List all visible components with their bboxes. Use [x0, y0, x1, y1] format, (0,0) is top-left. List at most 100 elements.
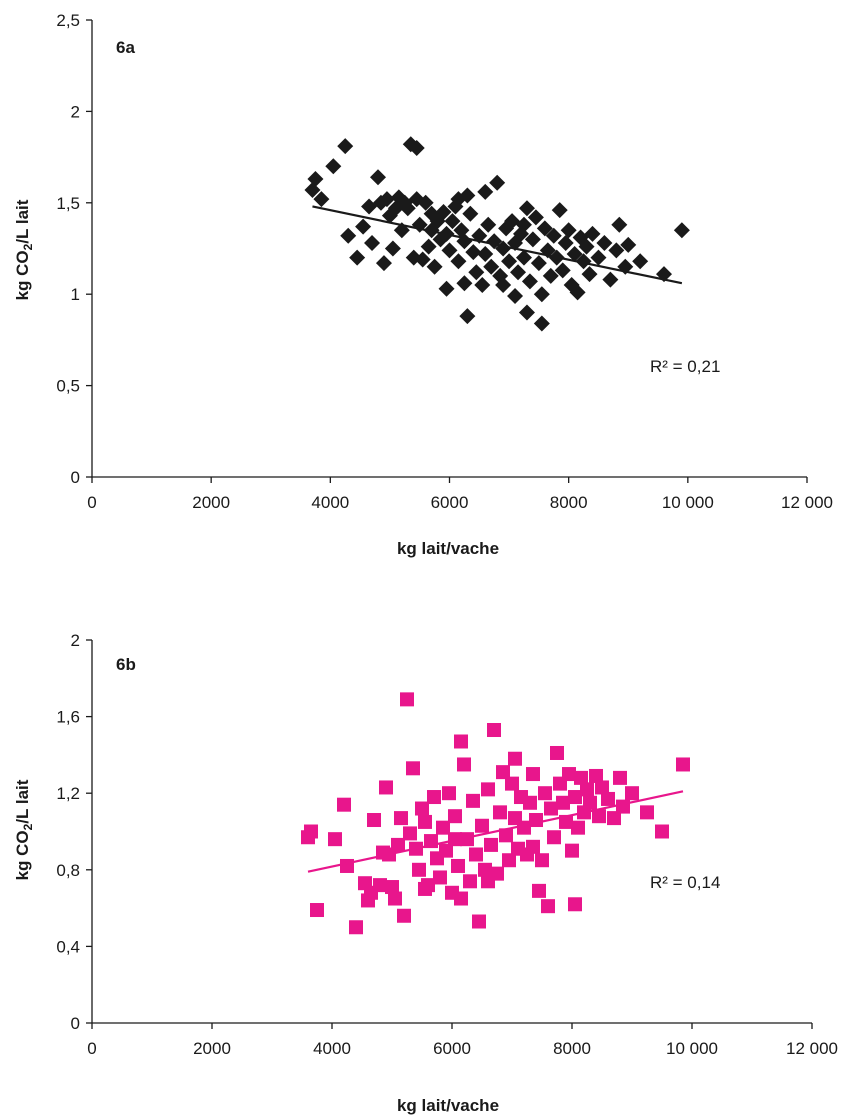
data-point-6a — [465, 244, 482, 261]
chart-panel-6a: 6a R² = 0,21 kg lait/vache kg CO2/L lait… — [13, 11, 833, 558]
data-point-6a — [349, 249, 366, 266]
data-point-6a — [435, 203, 452, 220]
data-point-6b — [541, 899, 555, 914]
x-axis-label-6b: kg lait/vache — [397, 1096, 499, 1115]
data-point-6a — [518, 200, 535, 217]
data-point-6a — [468, 264, 485, 281]
r-squared-annotation-6a: R² = 0,21 — [650, 357, 720, 376]
x-tick-label-6b: 0 — [87, 1039, 96, 1058]
data-point-6a — [498, 220, 515, 237]
data-point-6a — [533, 315, 550, 332]
data-point-6a — [554, 262, 571, 279]
data-point-6a — [578, 238, 595, 255]
data-point-6a — [495, 277, 512, 294]
y-tick-label-6a: 1,5 — [56, 194, 80, 213]
data-point-6b — [460, 832, 474, 847]
data-point-6a — [370, 169, 386, 186]
y-tick-label-6b: 1,2 — [56, 784, 80, 803]
data-point-6a — [620, 236, 637, 253]
x-tick-label-6b: 2000 — [193, 1039, 231, 1058]
data-point-6b — [349, 920, 363, 935]
data-point-6a — [438, 280, 455, 297]
data-point-6b — [499, 828, 513, 843]
data-point-6b — [439, 843, 453, 858]
data-point-6b — [535, 853, 549, 868]
data-point-6a — [584, 225, 601, 242]
data-point-6a — [426, 258, 443, 275]
r-squared-annotation-6b: R² = 0,14 — [650, 873, 720, 892]
data-point-6a — [364, 235, 381, 252]
data-point-6a — [480, 216, 497, 233]
data-point-6a — [575, 253, 592, 270]
data-point-6a — [375, 255, 392, 272]
data-point-6b — [565, 843, 579, 858]
y-tick-label-6b: 0 — [71, 1014, 80, 1033]
data-point-6a — [581, 266, 598, 283]
data-point-6a — [477, 245, 494, 262]
data-point-6a — [590, 249, 607, 266]
data-point-6b — [613, 770, 627, 785]
data-point-6b — [508, 751, 522, 766]
data-point-6b — [601, 791, 615, 806]
data-point-6b — [328, 832, 342, 847]
data-point-6a — [602, 271, 619, 288]
data-point-6a — [444, 213, 461, 230]
data-point-6b — [427, 790, 441, 805]
panel-label-6a: 6a — [116, 38, 135, 57]
data-point-6a — [501, 253, 518, 270]
y-axis-label-main-6b: kg CO — [13, 830, 32, 880]
data-point-6b — [655, 824, 669, 839]
data-point-6b — [526, 767, 540, 782]
y-tick-label-6b: 2 — [71, 631, 80, 650]
x-tick-label-6b: 10 000 — [666, 1039, 718, 1058]
data-point-6a — [504, 213, 521, 230]
data-point-6a — [533, 286, 550, 303]
panel-label-6b: 6b — [116, 655, 136, 674]
data-point-6a — [456, 275, 473, 292]
data-point-6b — [544, 801, 558, 816]
data-point-6a — [518, 304, 535, 321]
data-point-6b — [505, 776, 519, 791]
data-point-6b — [526, 839, 540, 854]
data-point-6a — [515, 249, 532, 266]
data-point-6b — [415, 801, 429, 816]
data-point-6b — [676, 757, 690, 772]
data-point-6b — [373, 878, 387, 893]
y-axis-label-end-6b: /L lait — [13, 779, 32, 823]
x-tick-label-6a: 8000 — [550, 493, 588, 512]
data-point-6b — [481, 782, 495, 797]
chart-panel-6b: 6b R² = 0,14 kg lait/vache kg CO2/L lait… — [13, 631, 838, 1115]
data-point-6a — [477, 183, 494, 200]
data-point-6b — [616, 799, 630, 814]
data-point-6b — [496, 765, 510, 780]
data-point-6a — [515, 216, 532, 233]
data-point-6b — [379, 780, 393, 795]
y-axis-label-subscript-6a: 2 — [21, 243, 35, 250]
data-point-6a — [307, 171, 324, 188]
data-point-6a — [608, 242, 625, 259]
data-point-6b — [469, 847, 483, 862]
x-tick-label-6a: 10 000 — [662, 493, 714, 512]
data-point-6b — [625, 786, 639, 801]
data-point-6b — [580, 782, 594, 797]
data-point-6b — [559, 814, 573, 829]
data-point-6a — [340, 227, 357, 244]
y-tick-label-6a: 2,5 — [56, 11, 80, 30]
data-point-6b — [538, 786, 552, 801]
y-axis-label-6b: kg CO2/L lait — [13, 779, 35, 880]
data-point-6b — [607, 811, 621, 826]
data-point-6a — [596, 235, 613, 252]
data-point-6b — [478, 862, 492, 877]
data-point-6a — [524, 231, 541, 248]
data-point-6a — [545, 227, 562, 244]
data-point-6a — [441, 242, 458, 259]
trendline-6b — [307, 790, 684, 873]
trendline-6a — [312, 205, 683, 285]
data-point-6a — [325, 158, 342, 175]
data-point-6a — [361, 198, 378, 215]
data-point-6b — [433, 870, 447, 885]
data-point-6a — [510, 264, 527, 281]
y-tick-label-6a: 0 — [71, 468, 80, 487]
data-point-6b — [406, 761, 420, 776]
